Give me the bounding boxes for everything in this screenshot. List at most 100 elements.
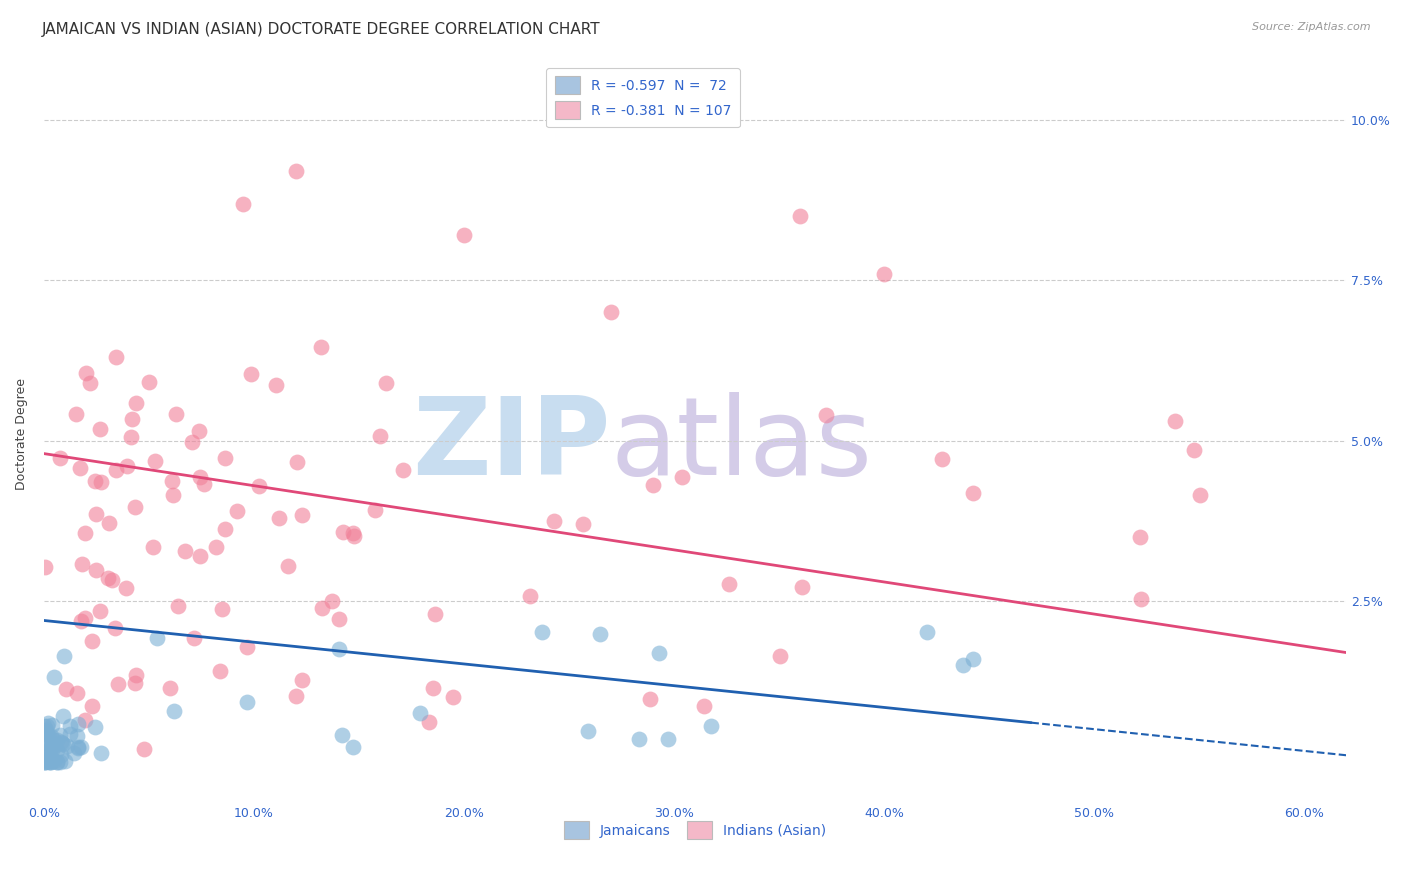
Point [952, 657, 974, 672]
Point [309, 339, 332, 353]
Point [453, 228, 475, 243]
Point [38, 755, 60, 769]
Point [193, 477, 215, 491]
Point [375, 376, 398, 390]
Point [104, 350, 127, 364]
Point [45, 743, 67, 757]
Point [107, 677, 129, 691]
Point [285, 455, 308, 469]
Point [41, 738, 63, 752]
Point [75, 611, 97, 625]
Point [422, 681, 444, 695]
Point [52, 648, 75, 663]
Point [332, 525, 354, 540]
Point [208, 665, 231, 679]
Point [285, 164, 308, 178]
Point [52, 709, 75, 723]
Point [39, 755, 62, 769]
Point [125, 395, 148, 409]
Point [423, 607, 446, 621]
Text: ZIP: ZIP [412, 392, 610, 499]
Point [34, 755, 56, 769]
Point [124, 676, 146, 690]
Point [90, 475, 112, 490]
Point [66, 741, 89, 756]
Point [671, 469, 693, 483]
Point [264, 378, 287, 392]
Point [364, 503, 387, 517]
Point [162, 488, 184, 502]
Point [790, 580, 813, 594]
Point [418, 714, 440, 729]
Point [83, 475, 105, 489]
Point [211, 601, 233, 615]
Point [84, 507, 107, 521]
Point [769, 649, 792, 664]
Point [342, 739, 364, 754]
Point [205, 540, 228, 554]
Point [343, 529, 366, 543]
Point [717, 577, 740, 591]
Point [89, 604, 111, 618]
Point [277, 559, 299, 574]
Point [124, 500, 146, 515]
Point [34, 725, 56, 739]
Point [180, 434, 202, 449]
Point [39, 729, 62, 743]
Point [45, 733, 67, 747]
Point [42, 732, 65, 747]
Point [291, 508, 314, 523]
Point [657, 732, 679, 747]
Point [73, 526, 96, 541]
Point [35, 746, 58, 760]
Point [38, 755, 60, 769]
Point [66, 717, 89, 731]
Point [75, 366, 97, 380]
Point [67, 739, 90, 754]
Point [138, 375, 160, 389]
Point [530, 625, 553, 640]
Legend: Jamaicans, Indians (Asian): Jamaicans, Indians (Asian) [558, 815, 832, 845]
Point [311, 601, 333, 615]
Point [236, 640, 259, 654]
Point [117, 459, 139, 474]
Point [173, 543, 195, 558]
Point [146, 631, 169, 645]
Point [641, 478, 664, 492]
Point [576, 724, 599, 739]
Point [187, 425, 209, 439]
Point [700, 719, 723, 733]
Point [789, 209, 811, 223]
Point [226, 504, 249, 518]
Point [214, 451, 236, 466]
Point [69, 461, 91, 475]
Point [962, 486, 984, 500]
Point [648, 646, 671, 660]
Point [70, 739, 93, 754]
Point [165, 407, 187, 421]
Point [931, 451, 953, 466]
Point [38, 747, 60, 761]
Point [56, 739, 79, 754]
Point [247, 479, 270, 493]
Point [42, 754, 65, 768]
Point [79, 376, 101, 390]
Point [53, 754, 76, 768]
Point [328, 612, 350, 626]
Point [873, 267, 896, 281]
Point [32, 719, 55, 733]
Point [368, 429, 391, 443]
Point [97, 571, 120, 585]
Point [321, 594, 343, 608]
Point [188, 470, 211, 484]
Point [232, 197, 254, 211]
Point [73, 713, 96, 727]
Point [114, 581, 136, 595]
Point [39, 740, 62, 755]
Point [519, 589, 541, 603]
Point [49, 728, 72, 742]
Point [1129, 530, 1152, 544]
Point [627, 731, 650, 746]
Point [143, 454, 166, 468]
Point [72, 557, 94, 571]
